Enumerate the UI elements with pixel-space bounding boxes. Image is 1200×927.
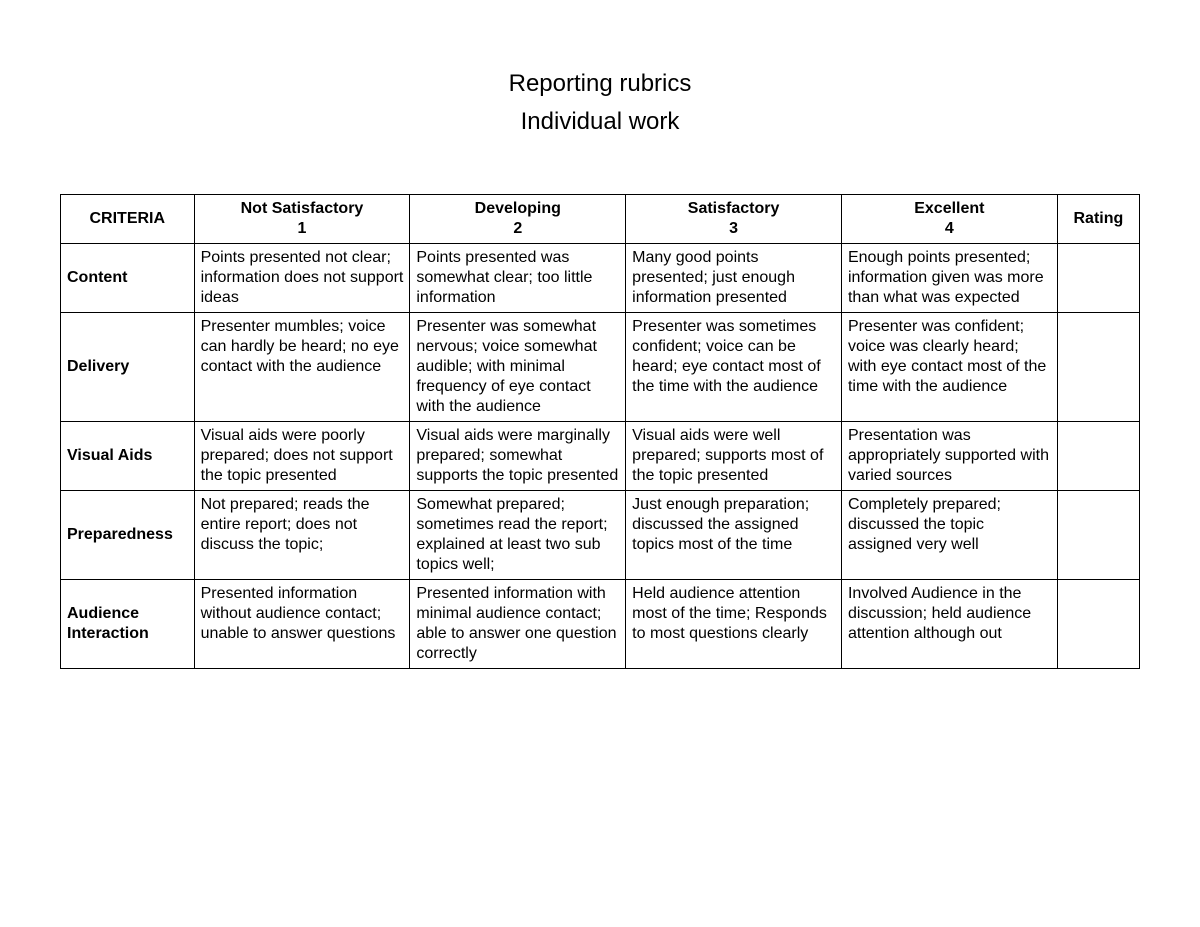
rubric-cell: Involved Audience in the discussion; hel… xyxy=(841,580,1057,669)
rubric-cell: Enough points presented; information giv… xyxy=(841,244,1057,313)
header-level-3-label: Satisfactory xyxy=(688,200,780,217)
rating-cell xyxy=(1057,422,1139,491)
header-level-4: Excellent 4 xyxy=(841,195,1057,244)
header-level-2-num: 2 xyxy=(416,219,619,239)
rubric-cell: Presenter was sometimes confident; voice… xyxy=(626,313,842,422)
criteria-cell: Visual Aids xyxy=(61,422,195,491)
rubric-cell: Presenter was confident; voice was clear… xyxy=(841,313,1057,422)
header-level-4-label: Excellent xyxy=(914,200,984,217)
rubric-cell: Visual aids were poorly prepared; does n… xyxy=(194,422,410,491)
rubric-cell: Many good points presented; just enough … xyxy=(626,244,842,313)
criteria-cell: Content xyxy=(61,244,195,313)
rubric-cell: Somewhat prepared; sometimes read the re… xyxy=(410,491,626,580)
rubric-cell: Held audience attention most of the time… xyxy=(626,580,842,669)
rubric-cell: Points presented was somewhat clear; too… xyxy=(410,244,626,313)
table-row: Content Points presented not clear; info… xyxy=(61,244,1140,313)
rubric-cell: Presented information without audience c… xyxy=(194,580,410,669)
header-rating: Rating xyxy=(1057,195,1139,244)
rubric-table: CRITERIA Not Satisfactory 1 Developing 2… xyxy=(60,194,1140,669)
page-title: Reporting rubrics xyxy=(60,70,1140,98)
criteria-cell: Delivery xyxy=(61,313,195,422)
rubric-cell: Completely prepared; discussed the topic… xyxy=(841,491,1057,580)
rubric-cell: Visual aids were well prepared; supports… xyxy=(626,422,842,491)
rating-cell xyxy=(1057,491,1139,580)
rating-cell xyxy=(1057,580,1139,669)
table-header-row: CRITERIA Not Satisfactory 1 Developing 2… xyxy=(61,195,1140,244)
rubric-cell: Presenter mumbles; voice can hardly be h… xyxy=(194,313,410,422)
criteria-cell: Audience Interaction xyxy=(61,580,195,669)
header-level-2-label: Developing xyxy=(475,200,561,217)
header-level-3: Satisfactory 3 xyxy=(626,195,842,244)
header-level-1-num: 1 xyxy=(201,219,404,239)
table-row: Audience Interaction Presented informati… xyxy=(61,580,1140,669)
rubric-cell: Not prepared; reads the entire report; d… xyxy=(194,491,410,580)
rating-cell xyxy=(1057,244,1139,313)
header-level-2: Developing 2 xyxy=(410,195,626,244)
header-level-3-num: 3 xyxy=(632,219,835,239)
header-level-1-label: Not Satisfactory xyxy=(241,200,364,217)
rubric-cell: Points presented not clear; information … xyxy=(194,244,410,313)
page-subtitle: Individual work xyxy=(60,108,1140,136)
rating-cell xyxy=(1057,313,1139,422)
rubric-cell: Presenter was somewhat nervous; voice so… xyxy=(410,313,626,422)
table-row: Visual Aids Visual aids were poorly prep… xyxy=(61,422,1140,491)
header-level-1: Not Satisfactory 1 xyxy=(194,195,410,244)
header-level-4-num: 4 xyxy=(848,219,1051,239)
rubric-cell: Presented information with minimal audie… xyxy=(410,580,626,669)
rubric-cell: Visual aids were marginally prepared; so… xyxy=(410,422,626,491)
rubric-cell: Presentation was appropriately supported… xyxy=(841,422,1057,491)
criteria-cell: Preparedness xyxy=(61,491,195,580)
table-row: Preparedness Not prepared; reads the ent… xyxy=(61,491,1140,580)
document-page: Reporting rubrics Individual work CRITER… xyxy=(0,0,1200,669)
header-criteria: CRITERIA xyxy=(61,195,195,244)
rubric-cell: Just enough preparation; discussed the a… xyxy=(626,491,842,580)
table-row: Delivery Presenter mumbles; voice can ha… xyxy=(61,313,1140,422)
